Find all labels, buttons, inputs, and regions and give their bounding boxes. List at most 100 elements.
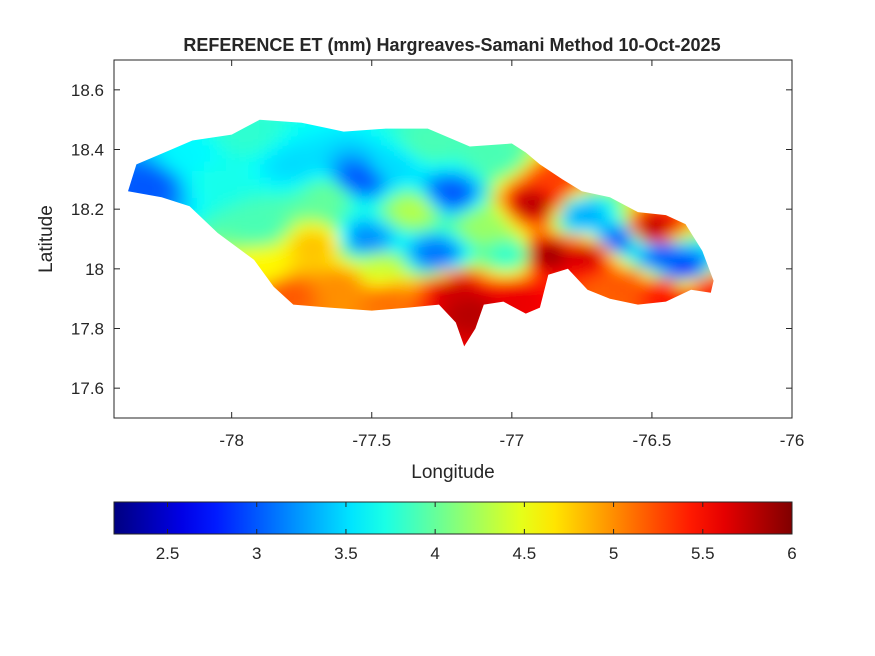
et-cell [394, 259, 407, 270]
et-cell [461, 304, 474, 315]
et-cell [607, 250, 620, 261]
et-cell [595, 242, 608, 252]
et-cell [495, 161, 507, 172]
et-cell [618, 206, 631, 216]
et-cell [450, 206, 463, 216]
et-cell [270, 206, 283, 216]
et-cell [248, 152, 261, 163]
et-cell [416, 242, 429, 252]
et-cell [315, 206, 328, 216]
et-cell [226, 206, 239, 216]
et-cell [629, 286, 642, 297]
et-cell [248, 224, 261, 234]
et-cell [394, 286, 407, 297]
et-cell [551, 215, 564, 225]
y-tick-label: 18.2 [71, 200, 104, 219]
et-cell [416, 259, 429, 270]
et-cell [439, 152, 451, 163]
et-cell [506, 233, 519, 243]
colorbar-tick-label: 4 [430, 544, 439, 563]
et-cell [674, 286, 687, 297]
et-cell [416, 277, 429, 288]
et-cell [383, 197, 395, 207]
et-cell [472, 206, 485, 216]
et-cell [203, 152, 216, 163]
et-cell [315, 179, 328, 190]
et-cell [326, 179, 339, 190]
et-cell [315, 268, 328, 279]
et-cell [293, 134, 306, 145]
et-cell [158, 170, 171, 181]
et-cell [326, 277, 339, 288]
et-cell [181, 152, 194, 163]
et-cell [674, 242, 687, 252]
colorbar-tick-label: 4.5 [513, 544, 537, 563]
et-cell [360, 215, 373, 225]
et-cell [439, 242, 451, 252]
et-cell [495, 143, 507, 154]
et-cell [595, 250, 608, 261]
et-cell [383, 161, 395, 172]
et-cell [259, 259, 272, 270]
et-cell [394, 179, 407, 190]
et-cell [394, 161, 407, 172]
et-cell [685, 250, 698, 261]
et-cell [450, 304, 463, 315]
et-cell [663, 224, 676, 234]
et-cell [315, 224, 328, 234]
et-cell [394, 170, 407, 181]
et-cell [192, 161, 205, 172]
et-cell [315, 125, 328, 136]
et-cell [394, 197, 407, 207]
et-cell [528, 197, 541, 207]
et-cell [495, 179, 507, 190]
et-cell [360, 268, 373, 279]
et-cell [293, 268, 306, 279]
et-cell [539, 188, 552, 199]
colorbar-ticks: 2.5 3 3.5 4 4.5 5 5.5 6 [156, 502, 797, 563]
et-cell [461, 242, 474, 252]
et-cell [282, 215, 295, 225]
et-cell [450, 224, 463, 234]
et-cell [427, 188, 440, 199]
et-cell [270, 119, 283, 127]
et-cell [405, 259, 418, 270]
et-cell [371, 277, 384, 288]
et-cell [237, 134, 250, 145]
et-cell [405, 188, 418, 199]
et-cell [528, 161, 541, 172]
et-cell [450, 179, 463, 190]
et-cell [293, 286, 306, 297]
et-cell [472, 268, 485, 279]
et-cell [405, 242, 418, 252]
et-cell [226, 152, 239, 163]
et-cell [270, 250, 283, 261]
et-cell [338, 152, 351, 163]
et-cell [450, 259, 463, 270]
et-cell [136, 170, 149, 181]
et-cell [427, 242, 440, 252]
et-cell [371, 286, 384, 297]
et-cell [495, 250, 507, 261]
et-cell [618, 259, 631, 270]
colorbar-gradient [113, 501, 793, 535]
et-cell [405, 179, 418, 190]
et-cell [427, 179, 440, 190]
et-cell [394, 242, 407, 252]
et-cell [528, 250, 541, 261]
et-cell [439, 233, 451, 243]
et-cell [259, 134, 272, 145]
et-cell [237, 125, 250, 136]
et-cell [293, 277, 306, 288]
et-cell [315, 233, 328, 243]
et-cell [708, 268, 714, 279]
colorbar-tick-label: 5.5 [691, 544, 715, 563]
et-cell [371, 152, 384, 163]
et-cell [338, 206, 351, 216]
et-cell [495, 224, 507, 234]
et-cell [506, 215, 519, 225]
et-cell [427, 197, 440, 207]
et-cell [450, 295, 463, 306]
et-cell [551, 259, 564, 270]
et-cell [528, 170, 541, 181]
